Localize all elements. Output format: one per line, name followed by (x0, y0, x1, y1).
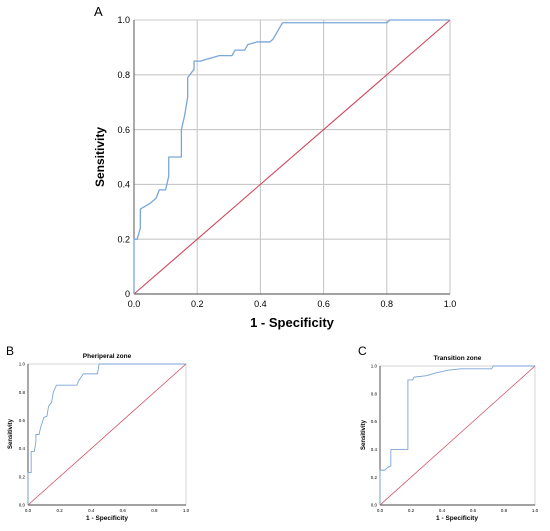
x-tick-label: 0.8 (381, 299, 394, 309)
x-tick-label: 0.6 (120, 508, 127, 513)
x-tick-label: 0.4 (439, 508, 446, 513)
y-tick-label: 1.0 (117, 15, 130, 25)
y-tick-label: 0.6 (371, 419, 378, 424)
x-tick-label: 1.0 (444, 299, 457, 309)
y-tick-label: 0.4 (19, 446, 26, 451)
panel-label: B (6, 344, 14, 358)
reference-line (133, 19, 451, 295)
x-axis-label: 1 - Specificity (250, 315, 335, 330)
y-tick-label: 1.0 (19, 362, 26, 367)
reference-line (379, 365, 536, 506)
x-axis-label: 1 - Specificity (86, 515, 128, 522)
x-tick-label: 0.2 (191, 299, 204, 309)
chart-title: Transition zone (434, 355, 482, 362)
panel-label: C (358, 344, 367, 358)
y-tick-label: 0.4 (371, 447, 378, 452)
y-tick-label: 0.6 (19, 418, 26, 423)
x-tick-label: 0.2 (56, 508, 63, 513)
roc-curve (379, 365, 535, 505)
panel-c: 0.0 0.2 0.4 0.6 0.8 1.0 0.0 0.2 0.4 0.6 0.8 1.0 1 - … (358, 344, 539, 522)
y-tick-label: 0.6 (117, 125, 130, 135)
reference-line (27, 363, 187, 506)
x-tick-label: 0.8 (501, 508, 508, 513)
roc-curve (27, 363, 186, 505)
y-tick-label: 0.0 (19, 503, 26, 508)
panel-label: A (94, 4, 103, 19)
x-tick-label: 0.0 (128, 299, 141, 309)
x-tick-label: 0.8 (151, 508, 158, 513)
x-tick-label: 0.6 (470, 508, 477, 513)
y-tick-label: 0.2 (371, 475, 378, 480)
x-tick-label: 1.0 (532, 508, 539, 513)
y-tick-label: 0.8 (19, 390, 26, 395)
x-tick-label: 1.0 (183, 508, 190, 513)
y-tick-label: 0.0 (371, 503, 378, 508)
y-tick-label: 0.2 (117, 234, 130, 244)
x-tick-label: 0.2 (408, 508, 415, 513)
chart-title: Pheriperal zone (83, 353, 132, 360)
y-tick-label: 1.0 (371, 364, 378, 369)
y-tick-label: 0 (125, 289, 130, 299)
y-axis-label: Sensitivity (361, 419, 367, 450)
roc-curve (133, 19, 450, 294)
x-tick-label: 0.4 (254, 299, 267, 309)
x-tick-label: 0.6 (317, 299, 330, 309)
y-tick-label: 0.8 (117, 70, 130, 80)
y-axis-label: Sensitivity (93, 127, 107, 187)
y-axis-label: Sensitivity (8, 418, 14, 449)
y-tick-label: 0.2 (19, 474, 26, 479)
x-tick-label: 0.4 (88, 508, 95, 513)
y-tick-label: 0.4 (117, 180, 130, 190)
panel-b: 0.0 0.2 0.4 0.6 0.8 1.0 0.0 0.2 0.4 0.6 0.8 1.0 1 - … (6, 344, 190, 522)
x-tick-label: 0.0 (25, 508, 32, 513)
y-tick-label: 0.8 (371, 391, 378, 396)
panel-a: 0.0 0.2 0.4 0.6 0.8 1.0 0 0.2 0.4 0.6 0.8 1.0 1 - Sp… (93, 4, 456, 330)
x-tick-label: 0.0 (377, 508, 384, 513)
x-axis-label: 1 - Specificity (436, 515, 478, 522)
